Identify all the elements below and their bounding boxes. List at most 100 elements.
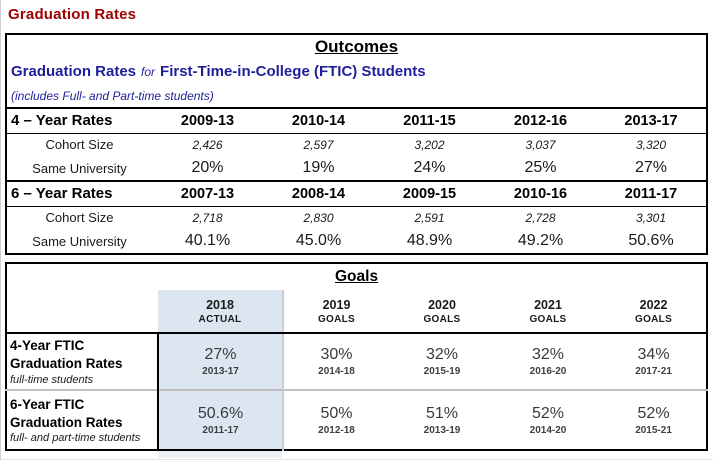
goals-table: Goals 2018 ACTUAL 2019 GOALS 2020 GOALS … bbox=[5, 262, 709, 451]
goal-row-label-4year: 4-Year FTIC Graduation Rates full-time s… bbox=[6, 333, 159, 390]
goal-period: 2017-21 bbox=[635, 366, 672, 377]
goal-column-type: ACTUAL bbox=[198, 313, 242, 325]
goals-column-header-2022: 2022 GOALS bbox=[601, 290, 708, 334]
rate-value: 25% bbox=[524, 159, 557, 176]
same-university-label: Same University bbox=[32, 233, 127, 249]
highlight-column-shadow bbox=[158, 451, 282, 458]
cohort-value: 2,426 bbox=[192, 137, 223, 152]
goal-period: 2013-19 bbox=[423, 424, 461, 436]
goal-column-year: 2018 bbox=[206, 297, 234, 312]
goal-column-year: 2022 bbox=[639, 297, 668, 312]
year-column-header: 2008-14 bbox=[263, 180, 374, 207]
goal-row-label: 4-Year FTIC Graduation Rates bbox=[10, 338, 123, 371]
goal-cell: 34% 2017-21 bbox=[601, 333, 707, 390]
cohort-value: 3,320 bbox=[635, 137, 667, 152]
same-university-label: Same University bbox=[32, 160, 127, 176]
goal-period: 2016-20 bbox=[529, 366, 567, 377]
year-column-header: 2009-13 bbox=[152, 107, 263, 134]
year-column-header: 2011-15 bbox=[374, 107, 485, 134]
six-year-header-row: 6 – Year Rates 2007-13 2008-14 2009-15 2… bbox=[6, 180, 708, 207]
goal-row-label-6year: 6-Year FTIC Graduation Rates full- and p… bbox=[6, 389, 159, 450]
goal-column-type: GOALS bbox=[635, 313, 673, 325]
year-column-header: 2007-13 bbox=[152, 180, 263, 207]
rate-value: 40.1% bbox=[184, 232, 231, 249]
outcomes-subtitle-connector: for bbox=[141, 65, 156, 79]
six-year-cohort-row: Cohort Size 2,718 2,830 2,591 2,728 3,30… bbox=[6, 206, 707, 229]
four-year-cohort-row: Cohort Size 2,426 2,597 3,202 3,037 3,32… bbox=[6, 133, 707, 156]
goal-cell-actual: 27% 2013-17 bbox=[158, 333, 284, 390]
outcomes-subtitle-prefix: Graduation Rates bbox=[11, 63, 137, 80]
goal-cell: 51% 2013-19 bbox=[389, 389, 495, 450]
outcomes-subtitle-subject: First-Time-in-College (FTIC) Students bbox=[160, 63, 426, 80]
goal-percent: 32% bbox=[425, 346, 459, 363]
goal-period: 2014-20 bbox=[529, 424, 567, 436]
goal-period: 2011-17 bbox=[202, 424, 239, 436]
rate-value: 19% bbox=[302, 159, 335, 176]
goal-percent: 50.6% bbox=[197, 404, 244, 422]
goals-row-4year: 4-Year FTIC Graduation Rates full-time s… bbox=[6, 333, 707, 390]
goals-column-header-2021: 2021 GOALS bbox=[495, 290, 601, 334]
year-column-header: 2010-14 bbox=[263, 107, 374, 134]
goal-cell-actual: 50.6% 2011-17 bbox=[158, 389, 284, 450]
goal-cell: 52% 2014-20 bbox=[495, 389, 601, 450]
rate-value: 48.9% bbox=[406, 232, 453, 249]
goal-period: 2013-17 bbox=[202, 366, 239, 377]
rate-value: 20% bbox=[191, 159, 224, 176]
cohort-value: 3,301 bbox=[635, 210, 667, 225]
goal-cell: 32% 2016-20 bbox=[495, 333, 601, 390]
goal-percent: 34% bbox=[637, 346, 670, 363]
year-column-header: 2009-15 bbox=[374, 180, 485, 207]
goal-cell: 30% 2014-18 bbox=[283, 333, 389, 390]
goal-cell: 52% 2015-21 bbox=[601, 389, 708, 450]
goal-period: 2015-21 bbox=[635, 424, 672, 436]
goals-heading: Goals bbox=[335, 268, 379, 285]
cohort-value: 2,830 bbox=[303, 210, 334, 225]
goals-column-header-2020: 2020 GOALS bbox=[389, 290, 495, 334]
goal-column-year: 2021 bbox=[534, 297, 562, 312]
cohort-value: 2,597 bbox=[303, 137, 334, 152]
cohort-size-label: Cohort Size bbox=[45, 210, 114, 226]
year-column-header: 2012-16 bbox=[485, 107, 596, 134]
six-year-rate-row: Same University 40.1% 45.0% 48.9% 49.2% … bbox=[6, 229, 707, 254]
cohort-value: 2,591 bbox=[414, 210, 445, 225]
goal-percent: 32% bbox=[531, 346, 565, 363]
goal-column-type: GOALS bbox=[317, 313, 356, 325]
outcomes-heading: Outcomes bbox=[314, 37, 399, 56]
goals-row-6year: 6-Year FTIC Graduation Rates full- and p… bbox=[6, 389, 708, 450]
cohort-value: 3,037 bbox=[525, 137, 556, 152]
goal-column-year: 2020 bbox=[428, 297, 456, 312]
goals-column-header-2019: 2019 GOALS bbox=[283, 290, 389, 334]
rate-value: 27% bbox=[634, 159, 668, 176]
outcomes-heading-row: Outcomes bbox=[6, 34, 707, 59]
rate-value: 50.6% bbox=[628, 232, 674, 249]
goals-header-empty-cell bbox=[6, 290, 158, 334]
outcomes-table: Outcomes Graduation Rates for First-Time-i… bbox=[5, 33, 709, 255]
four-year-header-row: 4 – Year Rates 2009-13 2010-14 2011-15 2… bbox=[6, 107, 708, 134]
goal-percent: 27% bbox=[204, 346, 237, 363]
goals-header-row: 2018 ACTUAL 2019 GOALS 2020 GOALS 2021 G… bbox=[6, 290, 708, 334]
rate-value: 45.0% bbox=[295, 232, 342, 249]
outcomes-note: (includes Full- and Part-time students) bbox=[11, 89, 214, 103]
four-year-rate-row: Same University 20% 19% 24% 25% 27% bbox=[6, 156, 707, 181]
year-column-header: 2010-16 bbox=[485, 180, 596, 207]
goals-column-header-2018-actual: 2018 ACTUAL bbox=[158, 290, 284, 334]
goal-cell: 50% 2012-18 bbox=[283, 389, 389, 450]
four-year-section-label: 4 – Year Rates bbox=[6, 107, 152, 134]
goal-row-sublabel: full- and part-time students bbox=[10, 432, 141, 445]
goal-percent: 51% bbox=[425, 404, 459, 422]
goal-period: 2015-19 bbox=[423, 366, 461, 377]
goal-column-year: 2019 bbox=[322, 297, 351, 312]
cohort-value: 2,718 bbox=[192, 210, 223, 225]
cohort-value: 3,202 bbox=[414, 137, 445, 152]
goal-period: 2014-18 bbox=[318, 366, 355, 377]
six-year-section-label: 6 – Year Rates bbox=[6, 180, 152, 207]
goal-percent: 50% bbox=[320, 404, 353, 422]
cohort-size-label: Cohort Size bbox=[45, 137, 114, 153]
goal-row-sublabel: full-time students bbox=[10, 373, 94, 386]
goal-percent: 52% bbox=[637, 404, 670, 422]
outcomes-subtitle-row: Graduation Rates for First-Time-in-College… bbox=[6, 59, 707, 85]
outcomes-note-row: (includes Full- and Part-time students) bbox=[6, 85, 707, 108]
goal-percent: 30% bbox=[320, 346, 353, 363]
rate-value: 24% bbox=[413, 159, 446, 176]
rate-value: 49.2% bbox=[517, 232, 564, 249]
